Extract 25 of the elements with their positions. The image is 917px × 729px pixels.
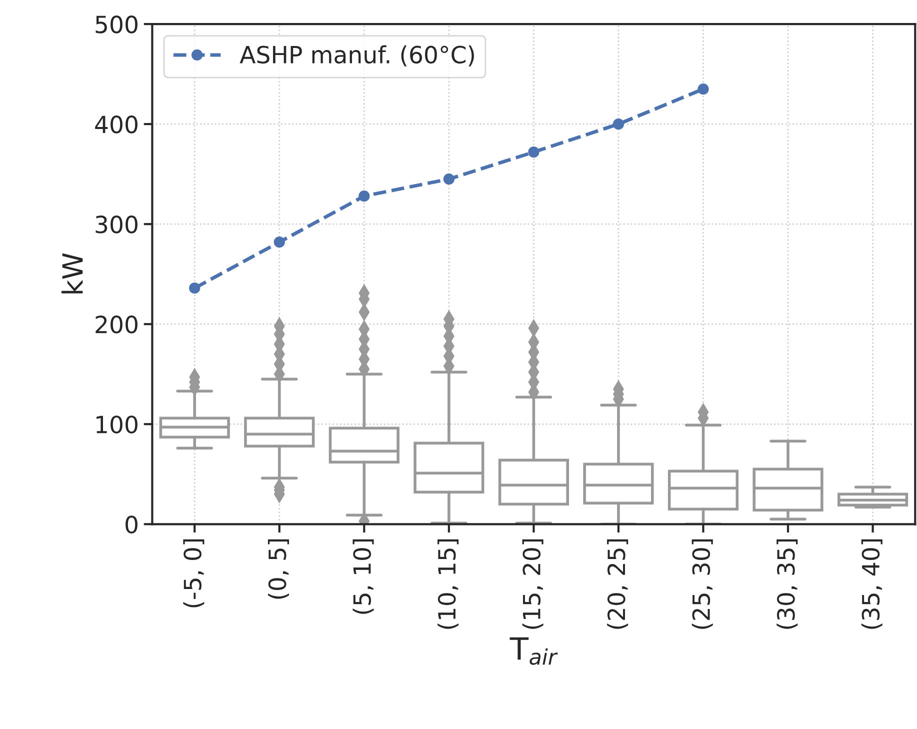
x-tick-label: (25, 30]: [692, 539, 713, 629]
x-tick-label: (35, 40]: [861, 539, 882, 629]
x-tick-label: (15, 20]: [522, 539, 544, 629]
point: [443, 174, 454, 185]
x-tick-label: (20, 25]: [607, 539, 628, 629]
x-tick-label: (30, 35]: [776, 539, 798, 629]
x-tick-label: (10, 15]: [437, 539, 459, 629]
point: [698, 84, 709, 95]
x-tick-label: (-5, 0]: [183, 539, 204, 608]
point: [358, 190, 370, 202]
y-tick-label: 300: [96, 216, 138, 234]
y-tick-label: 100: [96, 416, 138, 434]
y-tick-label: 0: [126, 516, 138, 534]
point: [528, 146, 540, 158]
y-axis-title: kW: [62, 253, 83, 294]
legend-label: ASHP manuf. (60°C): [240, 45, 474, 66]
y-tick-label: 200: [96, 316, 138, 334]
x-tick-label: (5, 10]: [352, 539, 374, 614]
point: [274, 236, 285, 248]
y-tick-label: 500: [96, 16, 138, 34]
x-tick-label: (0, 5]: [268, 539, 290, 599]
y-tick-label: 400: [95, 116, 138, 134]
point: [189, 282, 200, 294]
point: [612, 118, 624, 130]
x-axis-title: T$_{air}$: [510, 637, 558, 665]
